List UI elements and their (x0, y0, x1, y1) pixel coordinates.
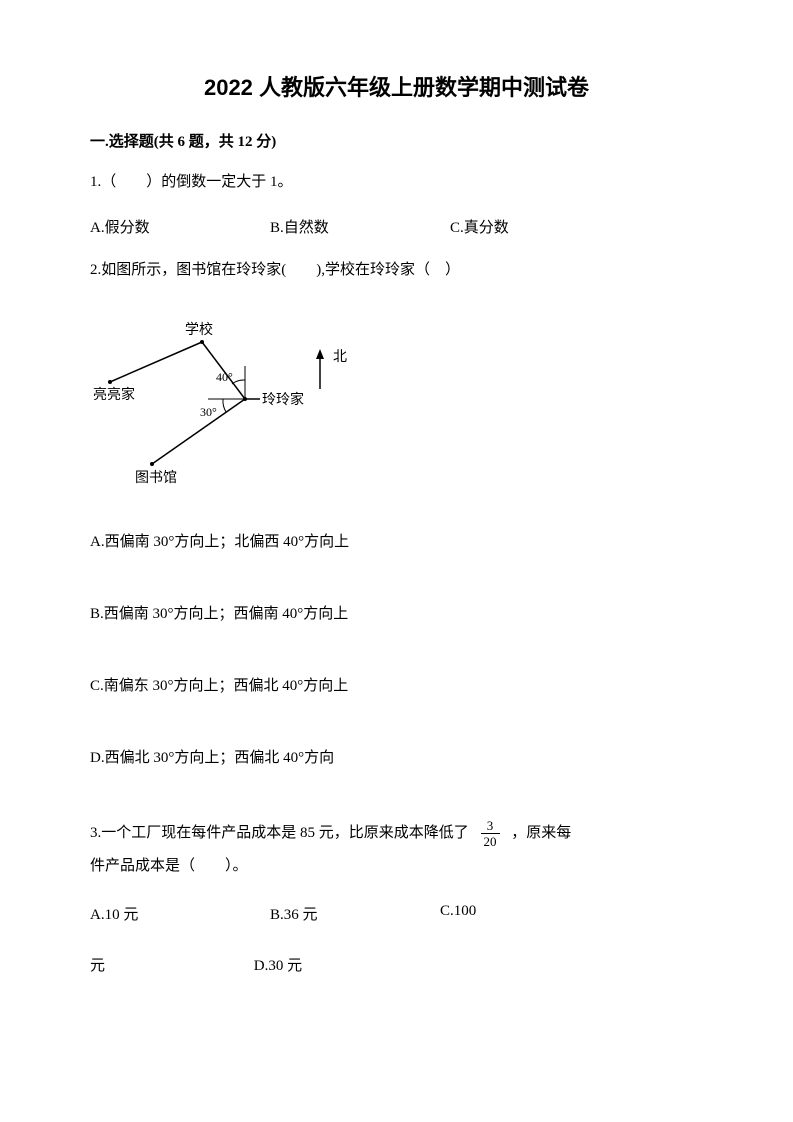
q3-fraction: 3 20 (481, 819, 500, 848)
q3-yuan-cont: 元 (90, 954, 250, 975)
q1-option-c: C.真分数 (450, 216, 630, 237)
q2-option-d: D.西偏北 30°方向上；西偏北 40°方向 (90, 745, 703, 772)
q3-option-d: D.30 元 (254, 954, 302, 975)
q3-fraction-denominator: 20 (481, 834, 500, 848)
q3-option-c: C.100 (440, 903, 540, 924)
q1-option-a: A.假分数 (90, 216, 270, 237)
q1-text: 1.（ ）的倒数一定大于 1。 (90, 169, 703, 196)
angle30-label: 30° (200, 405, 217, 419)
q3-option-b: B.36 元 (270, 903, 440, 924)
liangliang-label: 亮亮家 (93, 386, 135, 403)
q1-option-b: B.自然数 (270, 216, 450, 237)
q2-option-b: B.西偏南 30°方向上；西偏南 40°方向上 (90, 601, 703, 628)
q3-fraction-numerator: 3 (481, 819, 500, 834)
school-label: 学校 (185, 321, 213, 338)
q3-text: 3.一个工厂现在每件产品成本是 85 元，比原来成本降低了 3 20 ，原来每 … (90, 817, 703, 883)
north-label: 北 (333, 349, 347, 365)
q2-text: 2.如图所示，图书馆在玲玲家( ),学校在玲玲家（ ） (90, 257, 703, 284)
q2-diagram: 北 学校 亮亮家 图书馆 玲玲家 40° 30° (90, 304, 370, 504)
q3-part1: 3.一个工厂现在每件产品成本是 85 元，比原来成本降低了 (90, 825, 469, 841)
q2-option-c: C.南偏东 30°方向上；西偏北 40°方向上 (90, 673, 703, 700)
lingling-label: 玲玲家 (262, 391, 304, 408)
q3-option-a: A.10 元 (90, 903, 270, 924)
section-header: 一.选择题(共 6 题，共 12 分) (90, 130, 703, 151)
page-title: 2022 人教版六年级上册数学期中测试卷 (90, 70, 703, 102)
q3-part2: ，原来每 (511, 825, 571, 841)
angle40-label: 40° (216, 370, 233, 384)
q2-option-a: A.西偏南 30°方向上；北偏西 40°方向上 (90, 529, 703, 556)
q3-options: A.10 元 B.36 元 C.100 元 D.30 元 (90, 903, 703, 975)
q1-options: A.假分数 B.自然数 C.真分数 (90, 216, 703, 237)
library-label: 图书馆 (135, 470, 177, 486)
q3-part3: 件产品成本是（ ）。 (90, 858, 248, 874)
